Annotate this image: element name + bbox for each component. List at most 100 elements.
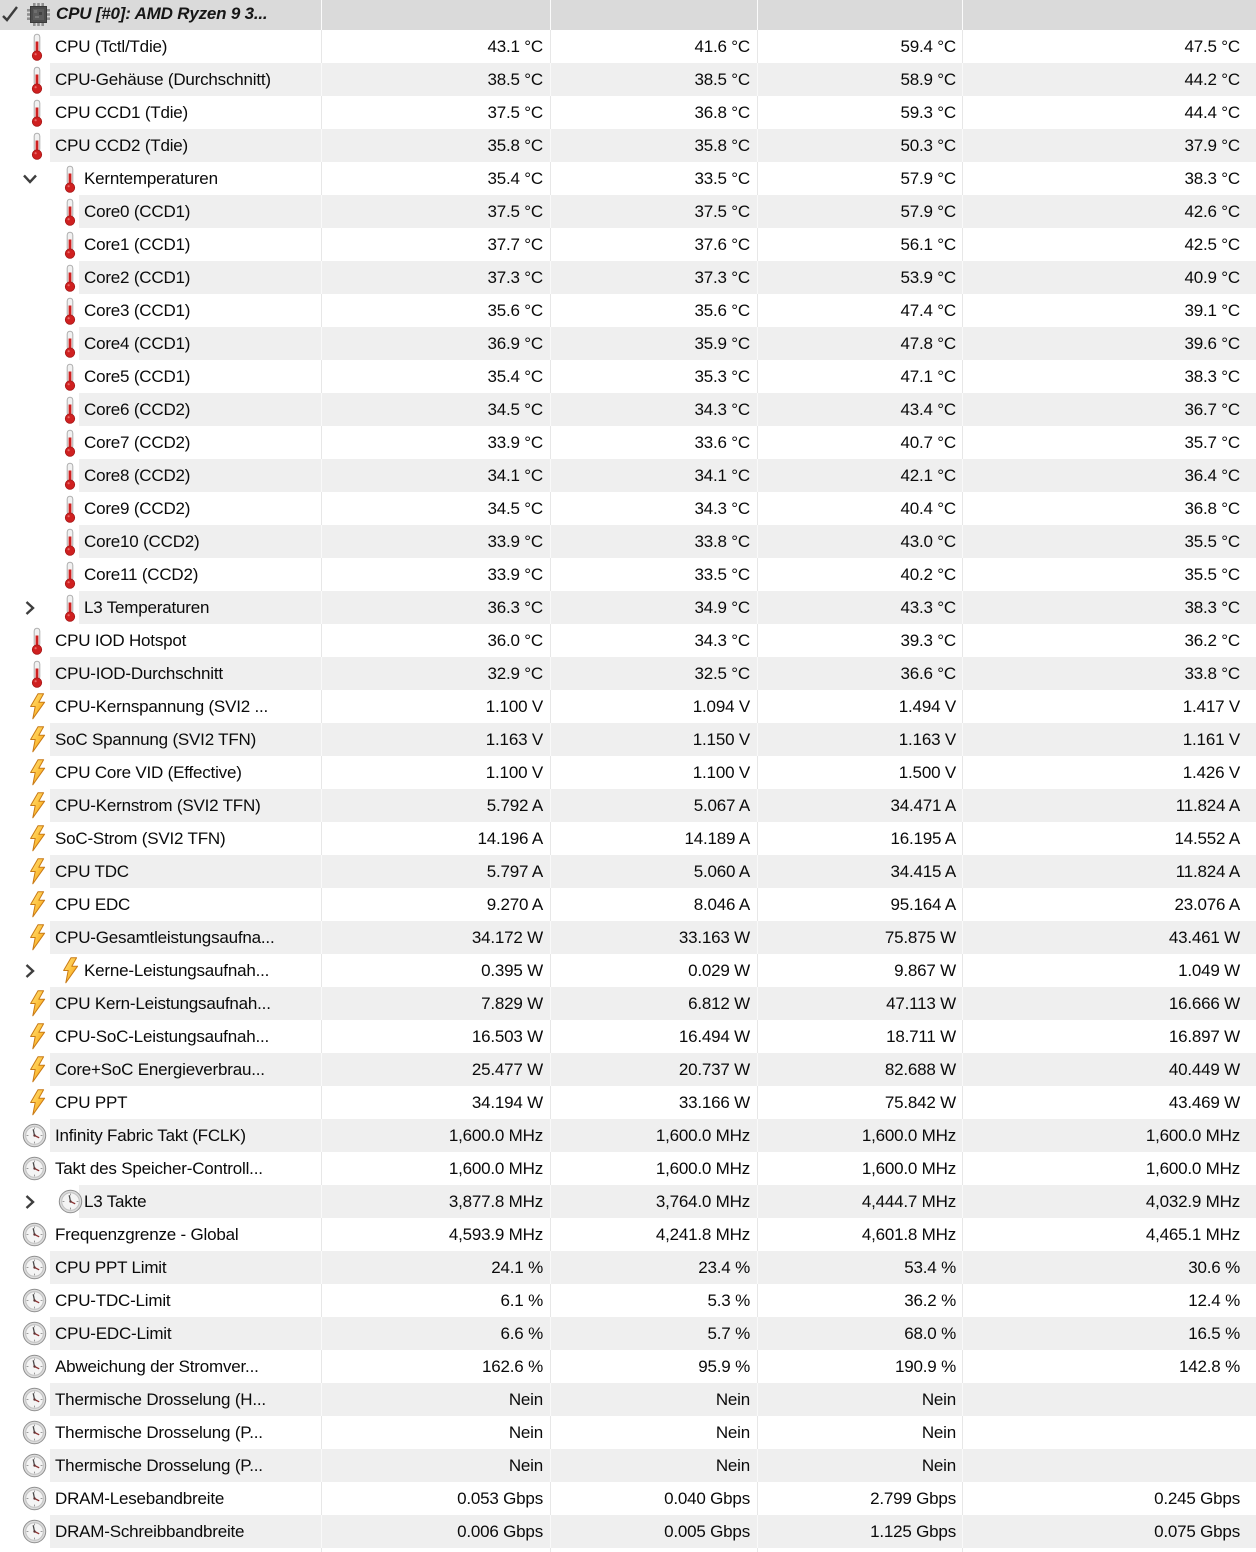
sensor-label-cell: CPU CCD2 (Tdie) [0, 129, 321, 162]
sensor-row[interactable]: CPU PPT 34.194 W 33.166 W 75.842 W 43.469 W [0, 1086, 1256, 1119]
lightning-icon [29, 924, 46, 952]
sensor-row[interactable]: L3 Takte 3,877.8 MHz 3,764.0 MHz 4,444.7 MH… [0, 1185, 1256, 1218]
row-stripe [50, 1449, 1256, 1482]
sensor-row[interactable]: CPU-Kernspannung (SVI2 ... 1.100 V 1.094 V… [0, 690, 1256, 723]
sensor-row[interactable]: Core2 (CCD1) 37.3 °C 37.3 °C 53.9 °C 40.9 °C [0, 261, 1256, 294]
value-1: 43.1 °C [321, 30, 550, 63]
sensor-row[interactable]: Core5 (CCD1) 35.4 °C 35.3 °C 47.1 °C 38.3 °C [0, 360, 1256, 393]
sensor-row[interactable]: Core6 (CCD2) 34.5 °C 34.3 °C 43.4 °C 36.7 °C [0, 393, 1256, 426]
sensor-row[interactable]: Takt des Speicher-Controll... 1,600.0 MHz… [0, 1152, 1256, 1185]
sensor-label-cell: CPU (Tctl/Tdie) [0, 30, 321, 63]
value-4: 35.7 °C [962, 426, 1256, 459]
sensor-row[interactable]: Core1 (CCD1) 37.7 °C 37.6 °C 56.1 °C 42.5 °C [0, 228, 1256, 261]
sensor-row[interactable]: CPU CCD1 (Tdie) 37.5 °C 36.8 °C 59.3 °C 44.4… [0, 96, 1256, 129]
sensor-row[interactable]: Abweichung der Stromver... 162.6 % 95.9 % 1… [0, 1350, 1256, 1383]
sensor-row[interactable]: Core0 (CCD1) 37.5 °C 37.5 °C 57.9 °C 42.6 °C [0, 195, 1256, 228]
chevron-right-icon[interactable] [21, 1193, 39, 1211]
chevron-down-icon[interactable] [21, 170, 39, 188]
sensor-row[interactable]: CPU-SoC-Leistungsaufnah... 16.503 W 16.494… [0, 1020, 1256, 1053]
sensor-label: CPU (Tctl/Tdie) [55, 36, 168, 56]
chevron-right-icon[interactable] [21, 962, 39, 980]
sensor-label: CPU TDC [55, 861, 129, 881]
thermometer-icon [62, 231, 78, 259]
value-2: 34.3 °C [550, 492, 757, 525]
sensor-row[interactable]: CPU Core VID (Effective) 1.100 V 1.100 V 1.… [0, 756, 1256, 789]
sensor-row[interactable]: Thermische Drosselung (P... Nein Nein Nein [0, 1449, 1256, 1482]
sensor-row[interactable]: CPU EDC 9.270 A 8.046 A 95.164 A 23.076 A [0, 888, 1256, 921]
thermometer-icon [62, 297, 78, 325]
sensor-label-cell: Core5 (CCD1) [0, 360, 321, 393]
sensor-label: Core3 (CCD1) [84, 300, 191, 320]
sensor-row[interactable]: SoC Spannung (SVI2 TFN) 1.163 V 1.150 V 1.1… [0, 723, 1256, 756]
clock-icon [22, 1288, 47, 1313]
column-separator [321, 0, 322, 30]
sensor-row[interactable]: CPU-Gehäuse (Durchschnitt) 38.5 °C 38.5 °C… [0, 63, 1256, 96]
row-stripe [50, 1515, 1256, 1548]
value-2: 23.4 % [550, 1251, 757, 1284]
check-expand-icon[interactable] [1, 3, 19, 27]
thermometer-icon [62, 363, 78, 391]
sensor-row[interactable] [0, 1548, 1256, 1552]
row-stripe [79, 327, 1256, 360]
value-4 [962, 1449, 1256, 1482]
sensor-row[interactable]: CPU-EDC-Limit 6.6 % 5.7 % 68.0 % 16.5 % [0, 1317, 1256, 1350]
sensor-label: CPU CCD1 (Tdie) [55, 102, 189, 122]
sensor-row[interactable]: CPU Kern-Leistungsaufnah... 7.829 W 6.812 … [0, 987, 1256, 1020]
sensor-label-cell: DRAM-Lesebandbreite [0, 1482, 321, 1515]
sensor-row[interactable]: Kerne-Leistungsaufnah... 0.395 W 0.029 W 9.… [0, 954, 1256, 987]
value-1: 37.7 °C [321, 228, 550, 261]
sensor-row[interactable]: Core8 (CCD2) 34.1 °C 34.1 °C 42.1 °C 36.4 °C [0, 459, 1256, 492]
value-4: 33.8 °C [962, 657, 1256, 690]
value-1: 34.1 °C [321, 459, 550, 492]
sensor-row[interactable]: CPU-Kernstrom (SVI2 TFN) 5.792 A 5.067 A 34… [0, 789, 1256, 822]
value-3: 47.113 W [757, 987, 962, 1020]
sensor-row[interactable]: Core+SoC Energieverbrau... 25.477 W 20.737… [0, 1053, 1256, 1086]
sensor-row[interactable]: Infinity Fabric Takt (FCLK) 1,600.0 MHz 1,… [0, 1119, 1256, 1152]
clock-icon [22, 1156, 47, 1181]
sensor-row[interactable]: CPU-Gesamtleistungsaufna... 34.172 W 33.16… [0, 921, 1256, 954]
sensor-row[interactable]: CPU-TDC-Limit 6.1 % 5.3 % 36.2 % 12.4 % [0, 1284, 1256, 1317]
sensor-row[interactable]: Frequenzgrenze - Global 4,593.9 MHz 4,241.… [0, 1218, 1256, 1251]
sensor-row[interactable]: Core9 (CCD2) 34.5 °C 34.3 °C 40.4 °C 36.8 °C [0, 492, 1256, 525]
sensor-label: Core5 (CCD1) [84, 366, 191, 386]
sensor-label: CPU-Gehäuse (Durchschnitt) [55, 69, 271, 89]
sensor-row[interactable]: CPU PPT Limit 24.1 % 23.4 % 53.4 % 30.6 % [0, 1251, 1256, 1284]
sensor-row[interactable]: SoC-Strom (SVI2 TFN) 14.196 A 14.189 A 16.1… [0, 822, 1256, 855]
sensor-label-cell: Abweichung der Stromver... [0, 1350, 321, 1383]
value-3: 75.842 W [757, 1086, 962, 1119]
sensor-row[interactable]: CPU-IOD-Durchschnitt 32.9 °C 32.5 °C 36.6 °… [0, 657, 1256, 690]
sensor-row[interactable]: DRAM-Schreibbandbreite 0.006 Gbps 0.005 Gb… [0, 1515, 1256, 1548]
sensor-row[interactable]: CPU TDC 5.797 A 5.060 A 34.415 A 11.824 A [0, 855, 1256, 888]
sensor-row[interactable]: Thermische Drosselung (H... Nein Nein Nein [0, 1383, 1256, 1416]
sensor-label-cell: Thermische Drosselung (P... [0, 1416, 321, 1449]
sensor-label: Core2 (CCD1) [84, 267, 191, 287]
chevron-right-icon[interactable] [21, 599, 39, 617]
thermometer-icon [29, 660, 45, 688]
sensor-label-cell: L3 Takte [0, 1185, 321, 1218]
sensor-group-header[interactable]: CPU [#0]: AMD Ryzen 9 3... [0, 0, 1256, 30]
sensor-row[interactable]: Thermische Drosselung (P... Nein Nein Nein [0, 1416, 1256, 1449]
sensor-row[interactable]: L3 Temperaturen 36.3 °C 34.9 °C 43.3 °C 38.3… [0, 591, 1256, 624]
value-3: 4,601.8 MHz [757, 1218, 962, 1251]
sensor-row[interactable]: CPU IOD Hotspot 36.0 °C 34.3 °C 39.3 °C 36.2… [0, 624, 1256, 657]
sensor-row[interactable]: Core3 (CCD1) 35.6 °C 35.6 °C 47.4 °C 39.1 °C [0, 294, 1256, 327]
sensor-row[interactable]: CPU (Tctl/Tdie) 43.1 °C 41.6 °C 59.4 °C 47.5… [0, 30, 1256, 63]
thermometer-icon [29, 99, 45, 127]
value-4: 1.161 V [962, 723, 1256, 756]
value-2: 5.3 % [550, 1284, 757, 1317]
sensor-row[interactable]: Core7 (CCD2) 33.9 °C 33.6 °C 40.7 °C 35.7 °C [0, 426, 1256, 459]
sensor-row[interactable]: Core4 (CCD1) 36.9 °C 35.9 °C 47.8 °C 39.6 °C [0, 327, 1256, 360]
sensor-row[interactable]: Kerntemperaturen 35.4 °C 33.5 °C 57.9 °C 38.… [0, 162, 1256, 195]
value-1: 37.3 °C [321, 261, 550, 294]
value-4: 42.5 °C [962, 228, 1256, 261]
sensor-row[interactable]: Core10 (CCD2) 33.9 °C 33.8 °C 43.0 °C 35.5 °… [0, 525, 1256, 558]
value-1: 33.9 °C [321, 558, 550, 591]
sensor-row[interactable]: DRAM-Lesebandbreite 0.053 Gbps 0.040 Gbps 2… [0, 1482, 1256, 1515]
clock-icon [22, 1123, 47, 1148]
value-2 [550, 1548, 757, 1552]
value-3: 53.4 % [757, 1251, 962, 1284]
value-2: 5.7 % [550, 1317, 757, 1350]
sensor-row[interactable]: CPU CCD2 (Tdie) 35.8 °C 35.8 °C 50.3 °C 37.9… [0, 129, 1256, 162]
sensor-row[interactable]: Core11 (CCD2) 33.9 °C 33.5 °C 40.2 °C 35.5 °… [0, 558, 1256, 591]
sensor-label-cell: CPU-Kernspannung (SVI2 ... [0, 690, 321, 723]
